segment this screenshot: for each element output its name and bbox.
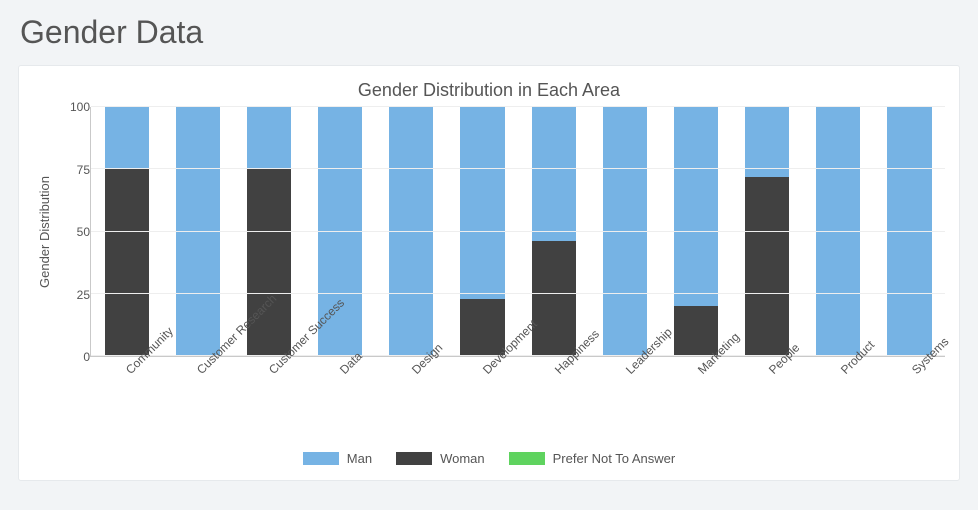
- bar-segment-woman: [674, 306, 718, 356]
- legend-label: Woman: [440, 451, 485, 466]
- x-tick-label: Community: [87, 357, 159, 447]
- x-tick-label: Marketing: [659, 357, 731, 447]
- x-tick-label: Design: [373, 357, 445, 447]
- y-tick-label: 50: [77, 225, 90, 239]
- bar-segment-man: [887, 107, 931, 356]
- legend-label: Prefer Not To Answer: [553, 451, 676, 466]
- gridline: [91, 231, 945, 232]
- y-axis-label: Gender Distribution: [33, 107, 56, 357]
- x-tick-label: Happiness: [516, 357, 588, 447]
- bar-column: [447, 107, 518, 356]
- legend-swatch: [396, 452, 432, 465]
- bar-segment-woman: [532, 241, 576, 356]
- bar-column: [589, 107, 660, 356]
- chart-title: Gender Distribution in Each Area: [33, 80, 945, 101]
- y-axis: 0255075100: [56, 107, 90, 357]
- bar: [816, 107, 860, 356]
- bar: [532, 107, 576, 356]
- chart-card: Gender Distribution in Each Area Gender …: [18, 65, 960, 481]
- bar: [674, 107, 718, 356]
- legend-item-pna: Prefer Not To Answer: [509, 451, 676, 466]
- bar-segment-man: [532, 107, 576, 241]
- bar: [176, 107, 220, 356]
- bar-column: [874, 107, 945, 356]
- bar: [105, 107, 149, 356]
- gridline: [91, 293, 945, 294]
- bars-container: [91, 107, 945, 356]
- legend: Man Woman Prefer Not To Answer: [33, 451, 945, 466]
- page-title: Gender Data: [20, 14, 960, 51]
- plot-area: [90, 107, 945, 357]
- gridline: [91, 106, 945, 107]
- bar-column: [91, 107, 162, 356]
- bar-segment-man: [816, 107, 860, 356]
- bar-segment-woman: [745, 177, 789, 356]
- bar-column: [376, 107, 447, 356]
- bar-column: [660, 107, 731, 356]
- bar-segment-woman: [105, 169, 149, 356]
- bar-column: [803, 107, 874, 356]
- x-tick-label: Customer Research: [159, 357, 231, 447]
- bar-segment-man: [176, 107, 220, 356]
- x-tick-label: Systems: [874, 357, 946, 447]
- bar-segment-man: [674, 107, 718, 306]
- legend-label: Man: [347, 451, 372, 466]
- bar-segment-man: [460, 107, 504, 299]
- x-tick-label: Development: [445, 357, 517, 447]
- x-tick-label: Customer Success: [230, 357, 302, 447]
- bar-segment-man: [603, 107, 647, 356]
- y-tick-label: 100: [70, 100, 90, 114]
- bar-segment-man: [247, 107, 291, 169]
- legend-item-man: Man: [303, 451, 372, 466]
- bar: [603, 107, 647, 356]
- x-tick-label: Data: [302, 357, 374, 447]
- legend-item-woman: Woman: [396, 451, 485, 466]
- bar-segment-man: [745, 107, 789, 177]
- x-tick-label: Leadership: [588, 357, 660, 447]
- x-tick-label: Product: [802, 357, 874, 447]
- legend-swatch: [303, 452, 339, 465]
- bar-segment-woman: [247, 169, 291, 356]
- chart-area: Gender Distribution 0255075100: [33, 107, 945, 357]
- bar: [460, 107, 504, 356]
- bar-column: [162, 107, 233, 356]
- legend-swatch: [509, 452, 545, 465]
- y-tick-label: 75: [77, 163, 90, 177]
- bar: [887, 107, 931, 356]
- gridline: [91, 168, 945, 169]
- bar: [389, 107, 433, 356]
- bar-segment-man: [389, 107, 433, 356]
- bar-column: [732, 107, 803, 356]
- x-axis-labels: CommunityCustomer ResearchCustomer Succe…: [87, 357, 945, 447]
- bar: [745, 107, 789, 356]
- y-tick-label: 25: [77, 288, 90, 302]
- bar-segment-man: [105, 107, 149, 169]
- x-tick-label: People: [731, 357, 803, 447]
